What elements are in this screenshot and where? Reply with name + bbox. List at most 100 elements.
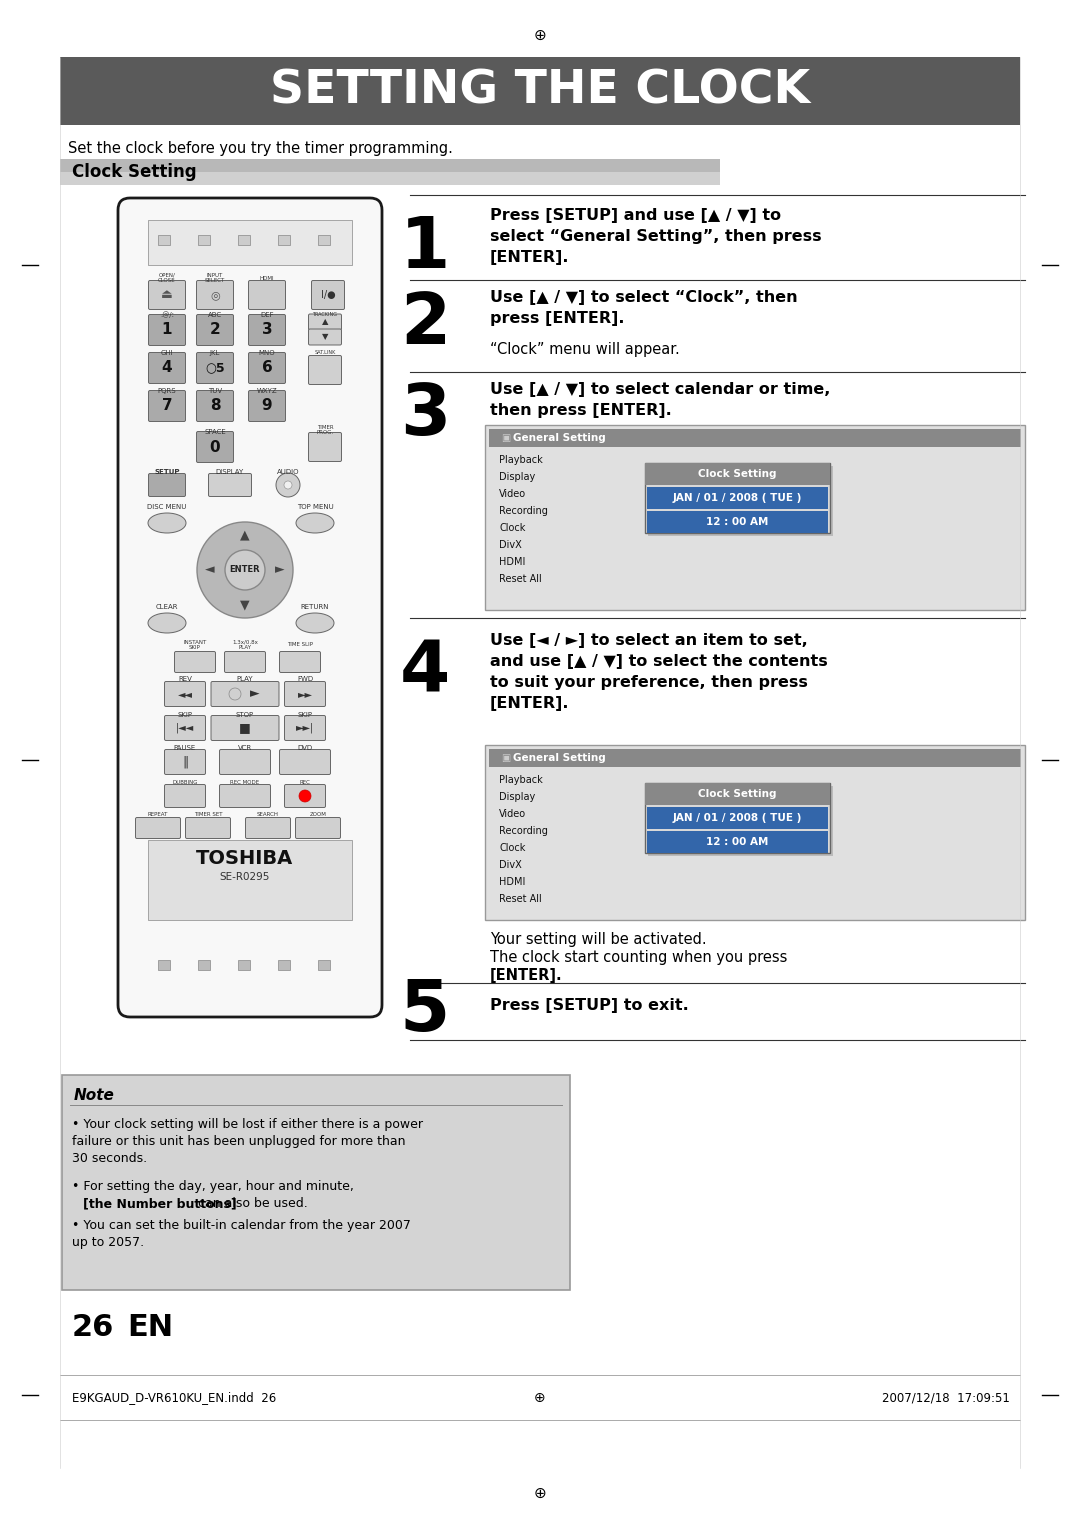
Text: Note: Note: [75, 1088, 114, 1103]
FancyBboxPatch shape: [164, 750, 205, 775]
FancyBboxPatch shape: [248, 353, 285, 384]
Text: 0: 0: [210, 440, 220, 454]
Text: ▼: ▼: [322, 333, 328, 341]
Text: DISC MENU: DISC MENU: [147, 504, 187, 510]
Text: 5: 5: [400, 978, 450, 1047]
Text: Clock Setting: Clock Setting: [699, 788, 777, 799]
Text: Reset All: Reset All: [499, 894, 542, 905]
Bar: [60, 57, 1020, 125]
FancyBboxPatch shape: [284, 681, 325, 706]
Text: SE-R0295: SE-R0295: [220, 872, 270, 882]
Text: DUBBING: DUBBING: [172, 781, 198, 785]
Text: JAN / 01 / 2008 ( TUE ): JAN / 01 / 2008 ( TUE ): [673, 813, 802, 824]
Text: TIME SLIP: TIME SLIP: [287, 642, 313, 648]
Text: 4: 4: [162, 361, 173, 376]
Text: 9: 9: [261, 399, 272, 414]
FancyBboxPatch shape: [164, 784, 205, 807]
Text: ⊕: ⊕: [534, 1485, 546, 1500]
Text: GHI: GHI: [161, 350, 173, 356]
Text: OPEN/
CLOSE: OPEN/ CLOSE: [158, 272, 176, 283]
Ellipse shape: [148, 613, 186, 633]
FancyBboxPatch shape: [311, 281, 345, 310]
Circle shape: [225, 550, 265, 590]
Text: Clock: Clock: [499, 523, 525, 533]
FancyBboxPatch shape: [149, 391, 186, 422]
Text: [ENTER].: [ENTER].: [490, 969, 563, 983]
Text: Display: Display: [499, 472, 536, 481]
Text: INPUT
SELECT: INPUT SELECT: [205, 272, 225, 283]
Text: General Setting: General Setting: [513, 753, 606, 762]
Text: ⊕: ⊕: [534, 28, 546, 43]
Text: ◄: ◄: [205, 564, 215, 576]
Text: MNO: MNO: [259, 350, 275, 356]
Text: ENTER: ENTER: [230, 565, 260, 575]
Text: .@/:: .@/:: [160, 312, 174, 318]
FancyBboxPatch shape: [118, 199, 382, 1018]
FancyBboxPatch shape: [197, 281, 233, 310]
Bar: [647, 831, 828, 853]
Text: ▣: ▣: [501, 432, 510, 443]
Text: Press [SETUP] and use [▲ / ▼] to
select “General Setting”, then press
[ENTER].: Press [SETUP] and use [▲ / ▼] to select …: [490, 208, 822, 264]
Text: ▼: ▼: [240, 599, 249, 611]
Text: 2007/12/18  17:09:51: 2007/12/18 17:09:51: [882, 1392, 1010, 1404]
Text: “Clock” menu will appear.: “Clock” menu will appear.: [490, 342, 679, 358]
Bar: [238, 235, 249, 244]
Bar: [648, 785, 833, 856]
Text: The clock start counting when you press: The clock start counting when you press: [490, 950, 787, 966]
Ellipse shape: [296, 613, 334, 633]
Text: SETUP: SETUP: [154, 469, 179, 475]
Text: Clock: Clock: [499, 843, 525, 853]
Circle shape: [276, 474, 300, 497]
Text: 3: 3: [261, 322, 272, 338]
Text: [the Number buttons]: [the Number buttons]: [83, 1196, 237, 1210]
Text: 8: 8: [210, 399, 220, 414]
FancyBboxPatch shape: [225, 651, 266, 672]
Text: HDMI: HDMI: [259, 275, 274, 281]
Text: SKIP: SKIP: [177, 712, 192, 718]
Bar: [489, 749, 1021, 767]
Text: can also be used.: can also be used.: [198, 1196, 308, 1210]
Circle shape: [229, 688, 241, 700]
Ellipse shape: [296, 513, 334, 533]
Text: DivX: DivX: [499, 860, 522, 869]
Text: WXYZ: WXYZ: [257, 388, 278, 394]
Bar: [647, 510, 828, 533]
Text: • For setting the day, year, hour and minute,: • For setting the day, year, hour and mi…: [72, 1180, 354, 1193]
FancyBboxPatch shape: [309, 432, 341, 461]
Text: ►►|: ►►|: [296, 723, 314, 733]
Text: TRACKING: TRACKING: [312, 313, 337, 318]
Text: STOP: STOP: [235, 712, 254, 718]
Text: EN: EN: [127, 1314, 173, 1343]
Bar: [278, 960, 291, 970]
Text: PAUSE: PAUSE: [174, 746, 197, 750]
Circle shape: [284, 481, 292, 489]
FancyBboxPatch shape: [164, 681, 205, 706]
Text: I/●: I/●: [321, 290, 335, 299]
Text: TUV: TUV: [208, 388, 222, 394]
Text: Video: Video: [499, 808, 526, 819]
FancyBboxPatch shape: [149, 353, 186, 384]
Bar: [148, 220, 352, 264]
Text: 2: 2: [210, 322, 220, 338]
FancyBboxPatch shape: [175, 651, 216, 672]
FancyBboxPatch shape: [197, 315, 233, 345]
Circle shape: [197, 523, 293, 617]
FancyBboxPatch shape: [211, 681, 279, 706]
Text: • You can set the built-in calendar from the year 2007
up to 2057.: • You can set the built-in calendar from…: [72, 1219, 410, 1248]
Bar: [148, 840, 352, 920]
Text: DivX: DivX: [499, 539, 522, 550]
Text: 1.3x/0.8x
PLAY: 1.3x/0.8x PLAY: [232, 640, 258, 651]
Bar: [645, 782, 831, 853]
Bar: [318, 235, 330, 244]
Text: AUDIO: AUDIO: [276, 469, 299, 475]
FancyBboxPatch shape: [186, 817, 230, 839]
Text: HDMI: HDMI: [499, 558, 525, 567]
Text: 26: 26: [72, 1314, 114, 1343]
Text: SAT.LINK: SAT.LINK: [314, 350, 336, 356]
FancyBboxPatch shape: [164, 715, 205, 741]
FancyBboxPatch shape: [248, 391, 285, 422]
Text: 4: 4: [400, 637, 450, 706]
FancyBboxPatch shape: [208, 474, 252, 497]
Circle shape: [299, 790, 311, 802]
Text: SKIP: SKIP: [297, 712, 312, 718]
